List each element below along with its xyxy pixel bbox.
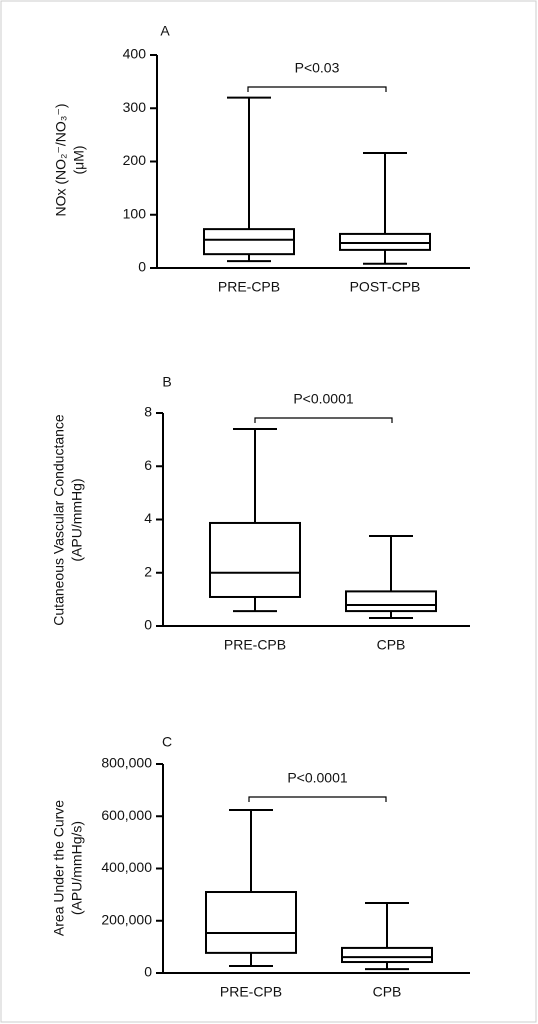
significance-bracket — [248, 796, 387, 802]
significance-label: P<0.0001 — [287, 770, 348, 786]
x-tick-label: CPB — [373, 984, 402, 1000]
y-tick-label: 400,000 — [101, 859, 152, 875]
y-tick-label: 400 — [123, 46, 147, 62]
y-tick-label: 6 — [144, 457, 152, 473]
y-axis-label: Area Under the Curve — [51, 800, 67, 936]
box — [345, 590, 437, 613]
x-tick-label: PRE-CPB — [218, 279, 280, 295]
y-tick-label: 300 — [123, 99, 147, 115]
y-tick-label: 8 — [144, 404, 152, 420]
y-tick-label: 200,000 — [101, 911, 152, 927]
significance-label: P<0.0001 — [293, 391, 354, 407]
y-tick-label: 0 — [144, 617, 152, 633]
y-tick-label: 0 — [144, 964, 152, 980]
x-tick-label: POST-CPB — [350, 279, 421, 295]
box — [339, 232, 431, 251]
significance-bracket — [247, 86, 387, 92]
x-tick-label: CPB — [377, 637, 406, 653]
box — [205, 891, 297, 954]
box — [203, 228, 295, 256]
y-axis-label: (μM) — [71, 145, 87, 174]
y-tick-label: 2 — [144, 563, 152, 579]
y-axis-label: (APU/mmHg) — [69, 478, 85, 561]
x-tick-label: PRE-CPB — [220, 984, 282, 1000]
y-axis-label: NOx (NO₂⁻/NO₃⁻) — [53, 103, 69, 216]
panel-label: C — [162, 734, 172, 750]
significance-bracket — [254, 417, 393, 423]
y-tick-label: 600,000 — [101, 807, 152, 823]
x-tick-label: PRE-CPB — [224, 637, 286, 653]
panel-label: B — [162, 374, 171, 390]
y-axis-label: Cutaneous Vascular Conductance — [51, 414, 67, 626]
y-axis-label: (APU/mmHg/s) — [69, 821, 85, 915]
y-tick-label: 0 — [138, 259, 146, 275]
y-tick-label: 4 — [144, 510, 152, 526]
panel-label: A — [160, 23, 170, 39]
y-tick-label: 200 — [123, 152, 147, 168]
y-tick-label: 800,000 — [101, 755, 152, 771]
significance-label: P<0.03 — [295, 60, 340, 76]
box — [209, 521, 301, 598]
box — [341, 946, 433, 964]
y-tick-label: 100 — [123, 205, 147, 221]
